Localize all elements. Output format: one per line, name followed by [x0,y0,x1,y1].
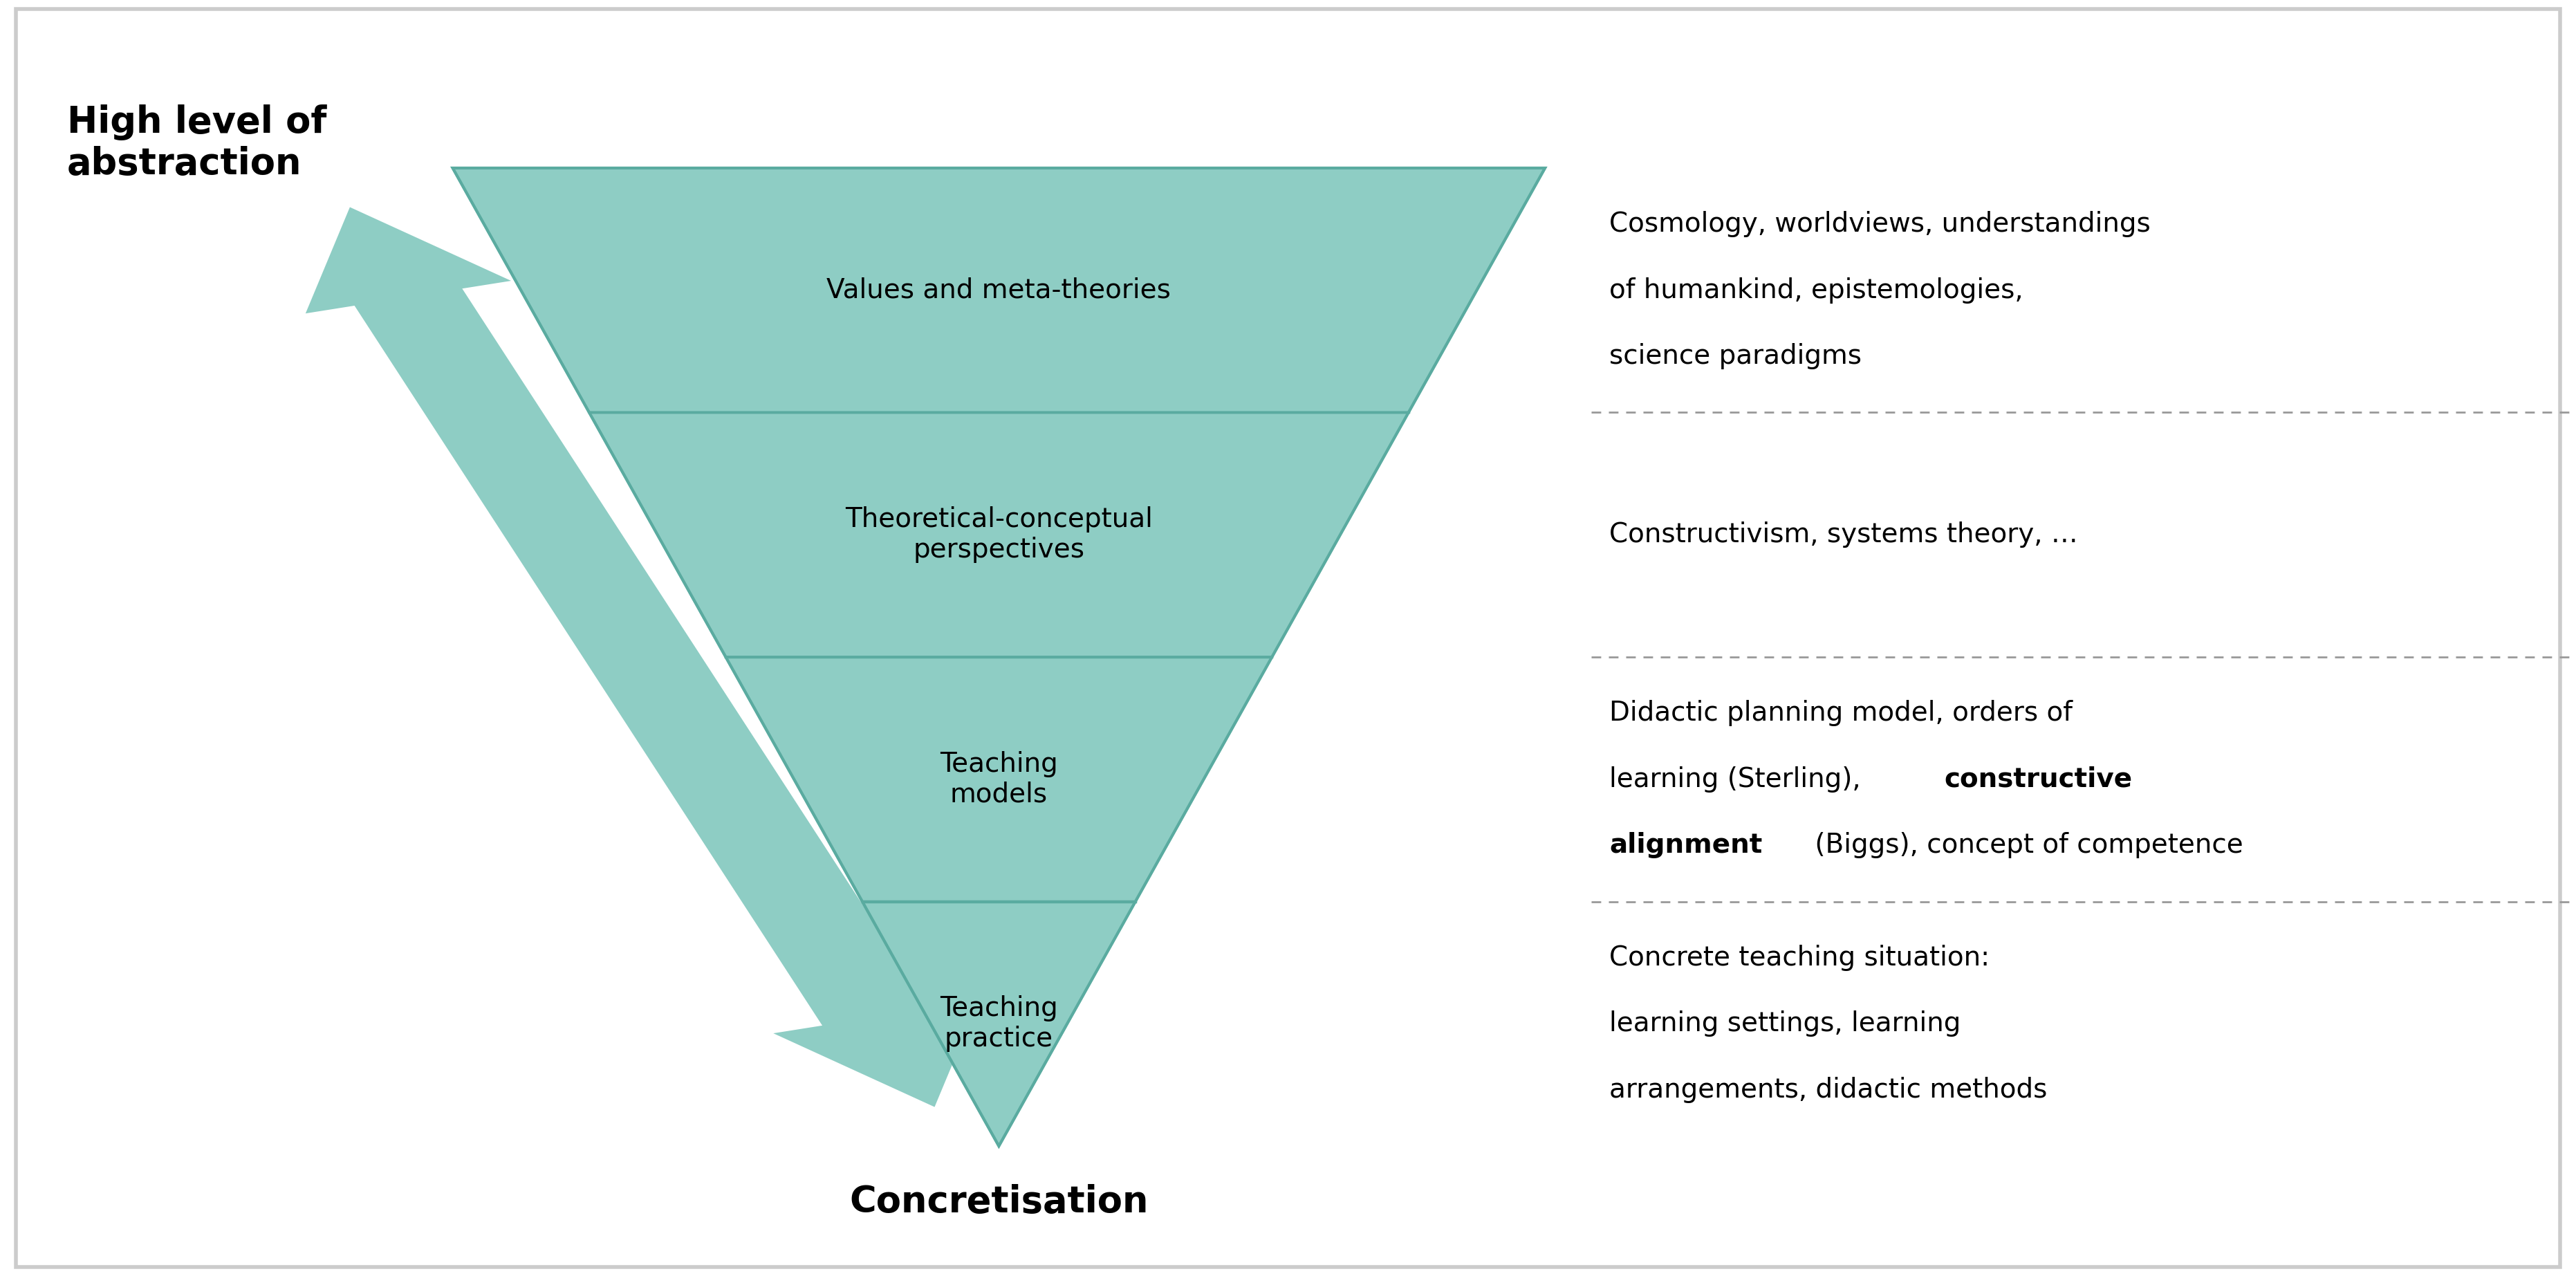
Text: Teaching
practice: Teaching practice [940,995,1059,1053]
Text: Teaching
models: Teaching models [940,752,1059,808]
Text: Concrete teaching situation:: Concrete teaching situation: [1610,944,1989,971]
Polygon shape [726,657,1273,902]
Text: High level of
abstraction: High level of abstraction [67,105,327,182]
FancyBboxPatch shape [15,9,2561,1267]
Text: learning settings, learning: learning settings, learning [1610,1011,1960,1037]
Text: arrangements, didactic methods: arrangements, didactic methods [1610,1077,2048,1102]
Text: Concretisation: Concretisation [850,1184,1149,1220]
Polygon shape [590,412,1409,657]
Text: constructive: constructive [1945,766,2133,792]
Text: learning (Sterling),: learning (Sterling), [1610,766,1870,792]
Text: Constructivism, systems theory, …: Constructivism, systems theory, … [1610,522,2079,547]
Text: Didactic planning model, orders of: Didactic planning model, orders of [1610,701,2074,726]
Text: alignment: alignment [1610,832,1762,859]
Polygon shape [863,902,1136,1146]
Text: science paradigms: science paradigms [1610,343,1862,370]
Text: of humankind, epistemologies,: of humankind, epistemologies, [1610,277,2022,304]
Polygon shape [453,168,1546,412]
Polygon shape [307,207,979,1108]
Text: Values and meta-theories: Values and meta-theories [827,277,1172,304]
Text: (Biggs), concept of competence: (Biggs), concept of competence [1806,832,2244,859]
Text: Cosmology, worldviews, understandings: Cosmology, worldviews, understandings [1610,211,2151,237]
Text: Theoretical-conceptual
perspectives: Theoretical-conceptual perspectives [845,507,1151,563]
